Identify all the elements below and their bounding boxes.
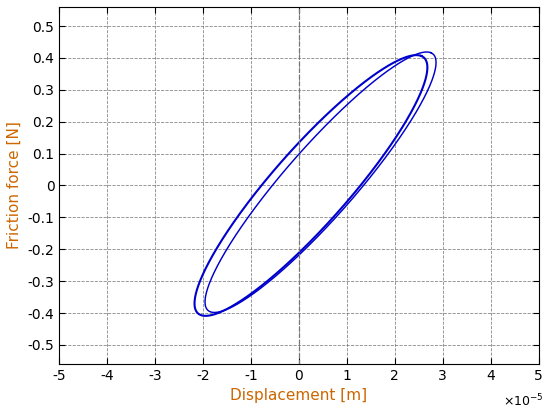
Y-axis label: Friction force [N]: Friction force [N]: [7, 121, 22, 249]
X-axis label: Displacement [m]: Displacement [m]: [230, 389, 367, 404]
Text: $\times 10^{-5}$: $\times 10^{-5}$: [503, 393, 543, 409]
